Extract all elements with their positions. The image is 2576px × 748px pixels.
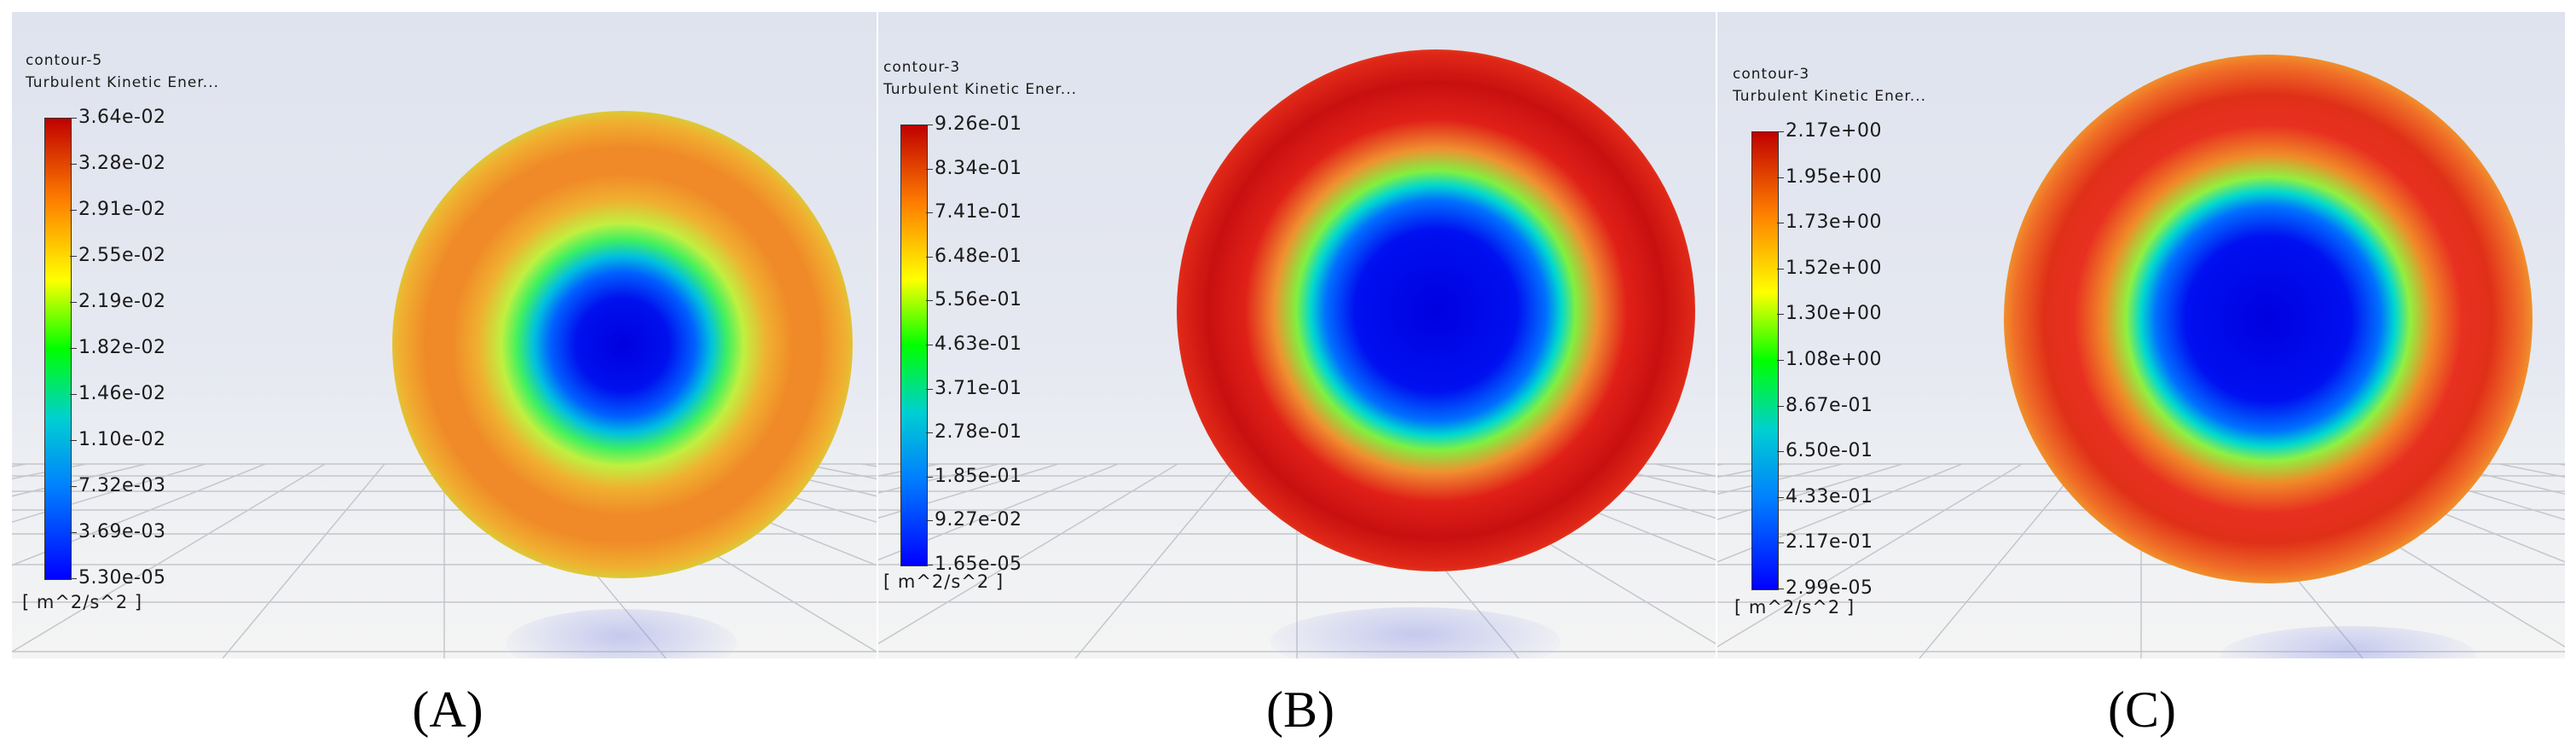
colorbar-units: [ m^2/s^2 ] [1734, 597, 1855, 618]
colorbar-tick-label: 9.26e-01 [935, 113, 1022, 135]
colorbar-tick-label: 2.78e-01 [935, 421, 1022, 444]
colorbar-tick-mark [1777, 131, 1784, 132]
colorbar-tick-label: 4.63e-01 [935, 333, 1022, 355]
colorbar-tick-mark [1777, 268, 1784, 270]
colorbar-tick-mark [70, 348, 77, 349]
colorbar-tick-label: 1.95e+00 [1786, 165, 1882, 188]
contour-name: contour-3 [1733, 66, 1810, 83]
colorbar-tick-mark [1777, 360, 1784, 361]
colorbar-tick-label: 6.48e-01 [935, 245, 1022, 267]
colorbar [1751, 131, 1779, 590]
panel-a: contour-5 Turbulent Kinetic Ener... [ m^… [12, 12, 877, 658]
colorbar-tick-mark [926, 520, 933, 522]
contour-name: contour-3 [883, 59, 961, 76]
colorbar-tick-mark [1777, 542, 1784, 544]
colorbar-tick-label: 3.28e-02 [78, 153, 166, 174]
colorbar-tick-mark [70, 486, 77, 487]
caption-b: (B) [1266, 681, 1334, 738]
legend-title: contour-3 Turbulent Kinetic Ener... [883, 56, 1077, 101]
colorbar-tick-mark [1777, 314, 1784, 316]
colorbar-tick-label: 4.33e-01 [1786, 485, 1873, 507]
colorbar-tick-mark [70, 256, 77, 257]
colorbar-units: [ m^2/s^2 ] [22, 592, 143, 612]
legend-title: contour-5 Turbulent Kinetic Ener... [26, 49, 219, 94]
colorbar-tick-label: 1.82e-02 [78, 337, 166, 358]
colorbar-units: [ m^2/s^2 ] [883, 571, 1004, 592]
colorbar-tick-mark [926, 168, 933, 170]
colorbar-tick-mark [1777, 405, 1784, 407]
variable-name: Turbulent Kinetic Ener... [1733, 88, 1927, 105]
colorbar-tick-label: 2.19e-02 [78, 291, 166, 312]
colorbar-tick-mark [926, 476, 933, 478]
colorbar-tick-mark [1777, 177, 1784, 178]
colorbar-tick-mark [70, 394, 77, 395]
caption-a: (A) [412, 681, 483, 738]
contour-disc [2004, 55, 2533, 583]
colorbar-tick-label: 2.17e-01 [1786, 531, 1873, 554]
colorbar-tick-label: 1.85e-01 [935, 465, 1022, 487]
disc-reflection [1271, 607, 1560, 658]
panel-b: contour-3 Turbulent Kinetic Ener... [ m^… [878, 12, 1716, 658]
colorbar-tick-mark [70, 578, 77, 579]
colorbar-tick-mark [1777, 496, 1784, 498]
colorbar-tick-label: 2.55e-02 [78, 245, 166, 266]
colorbar-tick-mark [926, 212, 933, 214]
colorbar-tick-label: 7.32e-03 [78, 475, 166, 496]
colorbar-tick-mark [926, 388, 933, 390]
colorbar [44, 118, 72, 580]
colorbar-tick-label: 2.17e+00 [1786, 120, 1882, 142]
variable-name: Turbulent Kinetic Ener... [883, 81, 1078, 98]
variable-name: Turbulent Kinetic Ener... [26, 74, 220, 91]
colorbar-tick-mark [70, 210, 77, 211]
colorbar-tick-label: 1.10e-02 [78, 429, 166, 450]
contour-disc [392, 111, 853, 578]
colorbar-tick-label: 8.34e-01 [935, 157, 1022, 179]
colorbar [900, 125, 928, 566]
colorbar-tick-label: 1.52e+00 [1786, 257, 1882, 279]
colorbar-tick-label: 2.99e-05 [1786, 577, 1873, 599]
colorbar-tick-mark [70, 532, 77, 533]
colorbar-tick-label: 5.56e-01 [935, 289, 1022, 311]
colorbar-tick-label: 9.27e-02 [935, 509, 1022, 531]
colorbar-tick-mark [926, 432, 933, 434]
colorbar-tick-mark [70, 302, 77, 303]
caption-c: (C) [2108, 681, 2176, 738]
contour-disc [1177, 49, 1695, 571]
disc-reflection [507, 609, 737, 658]
colorbar-tick-mark [1777, 451, 1784, 453]
colorbar-tick-label: 7.41e-01 [935, 201, 1022, 223]
colorbar-tick-label: 1.65e-05 [935, 554, 1022, 575]
colorbar-tick-label: 1.73e+00 [1786, 212, 1882, 234]
colorbar-tick-label: 3.64e-02 [78, 107, 166, 128]
colorbar-tick-mark [70, 164, 77, 165]
colorbar-tick-label: 2.91e-02 [78, 199, 166, 220]
colorbar-tick-label: 1.30e+00 [1786, 303, 1882, 325]
colorbar-tick-label: 1.08e+00 [1786, 349, 1882, 370]
colorbar-tick-label: 1.46e-02 [78, 383, 166, 404]
colorbar-tick-mark [926, 300, 933, 302]
colorbar-tick-label: 6.50e-01 [1786, 440, 1873, 462]
colorbar-tick-label: 3.69e-03 [78, 521, 166, 542]
colorbar-tick-mark [926, 256, 933, 258]
panel-c: contour-3 Turbulent Kinetic Ener... [ m^… [1717, 12, 2565, 658]
colorbar-tick-label: 3.71e-01 [935, 377, 1022, 399]
colorbar-tick-label: 5.30e-05 [78, 567, 166, 589]
colorbar-tick-mark [70, 440, 77, 441]
colorbar-tick-label: 8.67e-01 [1786, 394, 1873, 416]
contour-name: contour-5 [26, 52, 103, 69]
colorbar-tick-mark [70, 118, 77, 119]
legend-title: contour-3 Turbulent Kinetic Ener... [1733, 63, 1926, 107]
